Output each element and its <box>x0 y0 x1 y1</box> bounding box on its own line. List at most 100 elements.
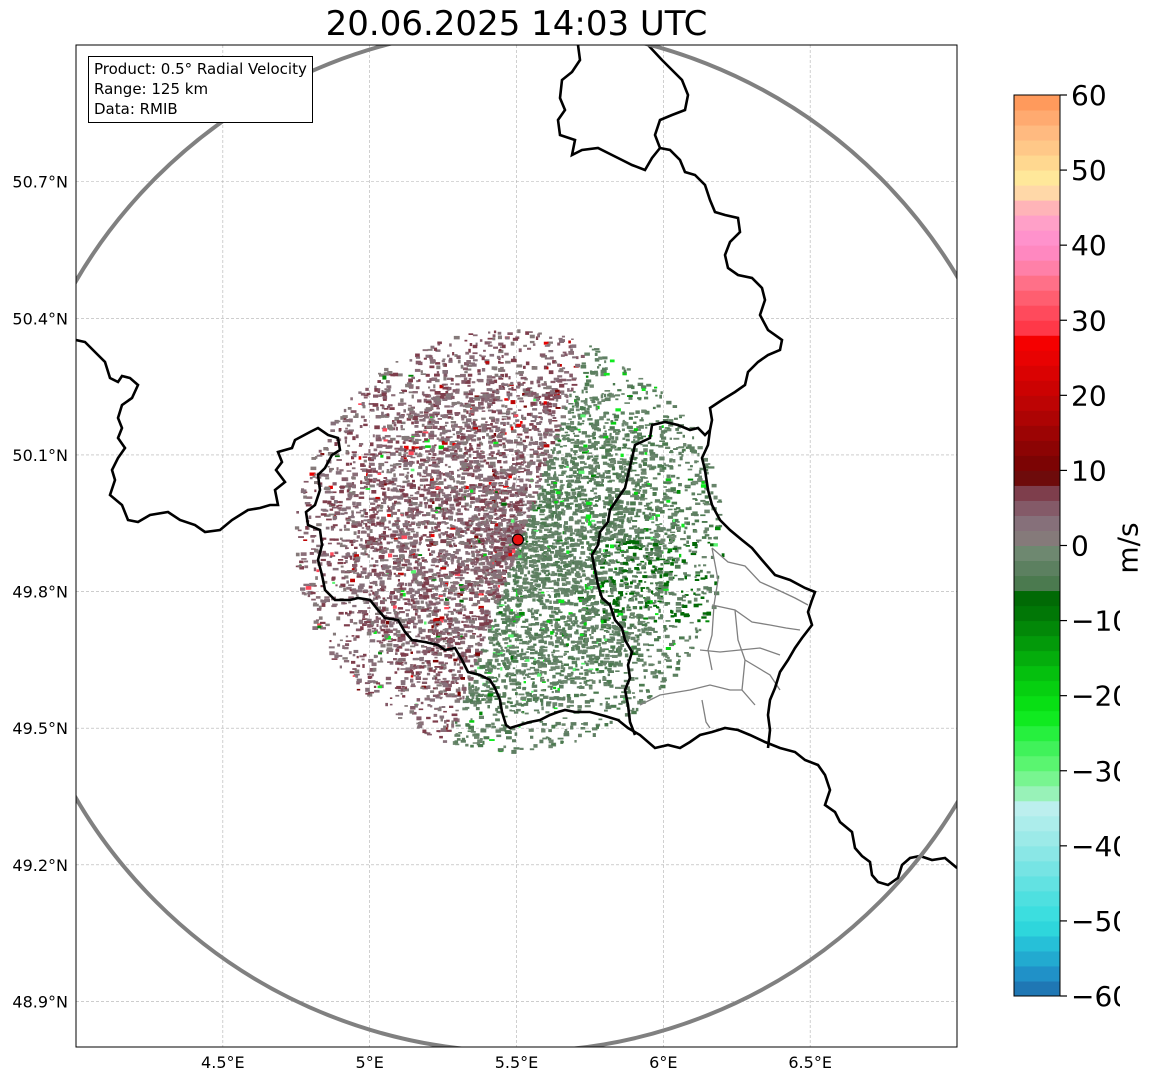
colorbar-band <box>1014 155 1060 171</box>
colorbar-tick-label: −10 <box>1071 605 1120 638</box>
colorbar-band <box>1014 515 1060 531</box>
map-title: 20.06.2025 14:03 UTC <box>325 4 708 44</box>
colorbar-tick-label: 10 <box>1071 454 1107 487</box>
colorbar-band <box>1014 410 1060 426</box>
colorbar-band <box>1014 140 1060 156</box>
france-belgium-border <box>76 338 957 887</box>
colorbar-band <box>1014 785 1060 802</box>
colorbar-band <box>1014 425 1060 441</box>
colorbar-unit-label: m/s <box>1111 522 1145 574</box>
colorbar-tick-label: −60 <box>1071 980 1120 1013</box>
colorbar-tick-label: −20 <box>1071 680 1120 713</box>
colorbar-tick-label: −50 <box>1071 905 1120 938</box>
colorbar: 60 50 40 30 20 10 0 −10 −20 −30 −40 −50 −60 <box>1013 80 1120 1013</box>
colorbar-band <box>1014 950 1060 967</box>
lon-tick-label: 5.5°E <box>495 1053 539 1072</box>
source-label: Data: RMIB <box>94 100 178 118</box>
radar-site-marker[interactable] <box>511 533 525 546</box>
lat-tick-label: 48.9°N <box>12 992 68 1011</box>
country-borders <box>76 45 957 887</box>
colorbar-band <box>1014 575 1060 592</box>
colorbar-band <box>1014 125 1060 141</box>
product-label: Product: 0.5° Radial Velocity <box>94 60 307 78</box>
colorbar-tick-label: 60 <box>1071 80 1107 112</box>
colorbar-band <box>1014 110 1060 126</box>
colorbar-band <box>1014 530 1060 546</box>
colorbar-band <box>1014 800 1060 817</box>
colorbar-band <box>1014 620 1060 637</box>
lat-tick-label: 50.1°N <box>12 446 68 465</box>
colorbar-band <box>1014 845 1060 862</box>
lat-tick-label: 49.2°N <box>12 856 68 875</box>
colorbar-band <box>1014 650 1060 667</box>
colorbar-band <box>1014 320 1060 336</box>
colorbar-band <box>1014 365 1060 381</box>
colorbar-band <box>1014 605 1060 622</box>
colorbar-tick-label: 20 <box>1071 379 1107 412</box>
colorbar-tick-label: 50 <box>1071 154 1107 187</box>
map-frame <box>75 44 958 1048</box>
colorbar-band <box>1014 680 1060 697</box>
radar-map: 4.5°E 5°E 5.5°E 6°E 6.5°E 50.7°N 50.4°N 50.1°N 4… <box>12 44 958 1072</box>
colorbar-band <box>1014 665 1060 682</box>
colorbar-band <box>1014 980 1060 997</box>
colorbar-band <box>1014 560 1060 577</box>
lat-tick-label: 49.5°N <box>12 719 68 738</box>
lon-tick-label: 5°E <box>356 1053 384 1072</box>
colorbar-ticks: 60 50 40 30 20 10 0 −10 −20 −30 −40 −50 −60 <box>1060 80 1120 1013</box>
product-info-box: Product: 0.5° Radial Velocity Range: 125… <box>88 56 313 123</box>
lon-tick-label: 6.5°E <box>788 1053 832 1072</box>
range-label: Range: 125 km <box>94 80 209 98</box>
colorbar-band <box>1014 170 1060 186</box>
colorbar-band <box>1014 590 1060 607</box>
colorbar-band <box>1014 935 1060 952</box>
colorbar-tick-label: −30 <box>1071 755 1120 788</box>
colorbar-band <box>1014 95 1060 111</box>
colorbar-tick-label: −40 <box>1071 830 1120 863</box>
colorbar-band <box>1014 335 1060 351</box>
colorbar-band <box>1014 710 1060 727</box>
lat-tick-label: 49.8°N <box>12 583 68 602</box>
luxembourg-germany-border <box>647 45 817 749</box>
colorbar-band <box>1014 500 1060 516</box>
colorbar-tick-label: 0 <box>1071 530 1089 563</box>
colorbar-band <box>1014 770 1060 787</box>
belgium-germany-border-north <box>556 45 662 172</box>
colorbar-tick-label: 40 <box>1071 229 1107 262</box>
colorbar-band <box>1014 260 1060 276</box>
colorbar-band <box>1014 635 1060 652</box>
lat-tick-label: 50.7°N <box>12 173 68 192</box>
colorbar-band <box>1014 440 1060 456</box>
colorbar-band <box>1014 470 1060 486</box>
colorbar-band <box>1014 695 1060 712</box>
luxembourg-cantons-border <box>639 547 809 729</box>
lon-tick-label: 6°E <box>649 1053 677 1072</box>
colorbar-band <box>1014 545 1060 562</box>
colorbar-band <box>1014 185 1060 201</box>
colorbar-band <box>1014 350 1060 366</box>
colorbar-band <box>1014 230 1060 246</box>
belgium-luxembourg-border <box>590 420 711 736</box>
colorbar-band <box>1014 290 1060 306</box>
colorbar-band <box>1014 905 1060 922</box>
colorbar-band <box>1014 890 1060 907</box>
colorbar-band <box>1014 875 1060 892</box>
colorbar-band <box>1014 395 1060 411</box>
colorbar-band <box>1014 725 1060 742</box>
colorbar-band <box>1014 215 1060 231</box>
lon-tick-label: 4.5°E <box>201 1053 245 1072</box>
colorbar-bands <box>1014 95 1060 997</box>
colorbar-band <box>1014 275 1060 291</box>
velocity-echoes <box>294 329 725 754</box>
colorbar-band <box>1014 965 1060 982</box>
axis-ticks: 4.5°E 5°E 5.5°E 6°E 6.5°E 50.7°N 50.4°N 50.1°N 4… <box>12 173 832 1072</box>
colorbar-band <box>1014 380 1060 396</box>
lat-tick-label: 50.4°N <box>12 309 68 328</box>
colorbar-band <box>1014 200 1060 216</box>
colorbar-band <box>1014 830 1060 847</box>
colorbar-band <box>1014 740 1060 757</box>
colorbar-band <box>1014 455 1060 471</box>
colorbar-band <box>1014 815 1060 832</box>
colorbar-tick-label: 30 <box>1071 304 1107 337</box>
colorbar-band <box>1014 485 1060 501</box>
